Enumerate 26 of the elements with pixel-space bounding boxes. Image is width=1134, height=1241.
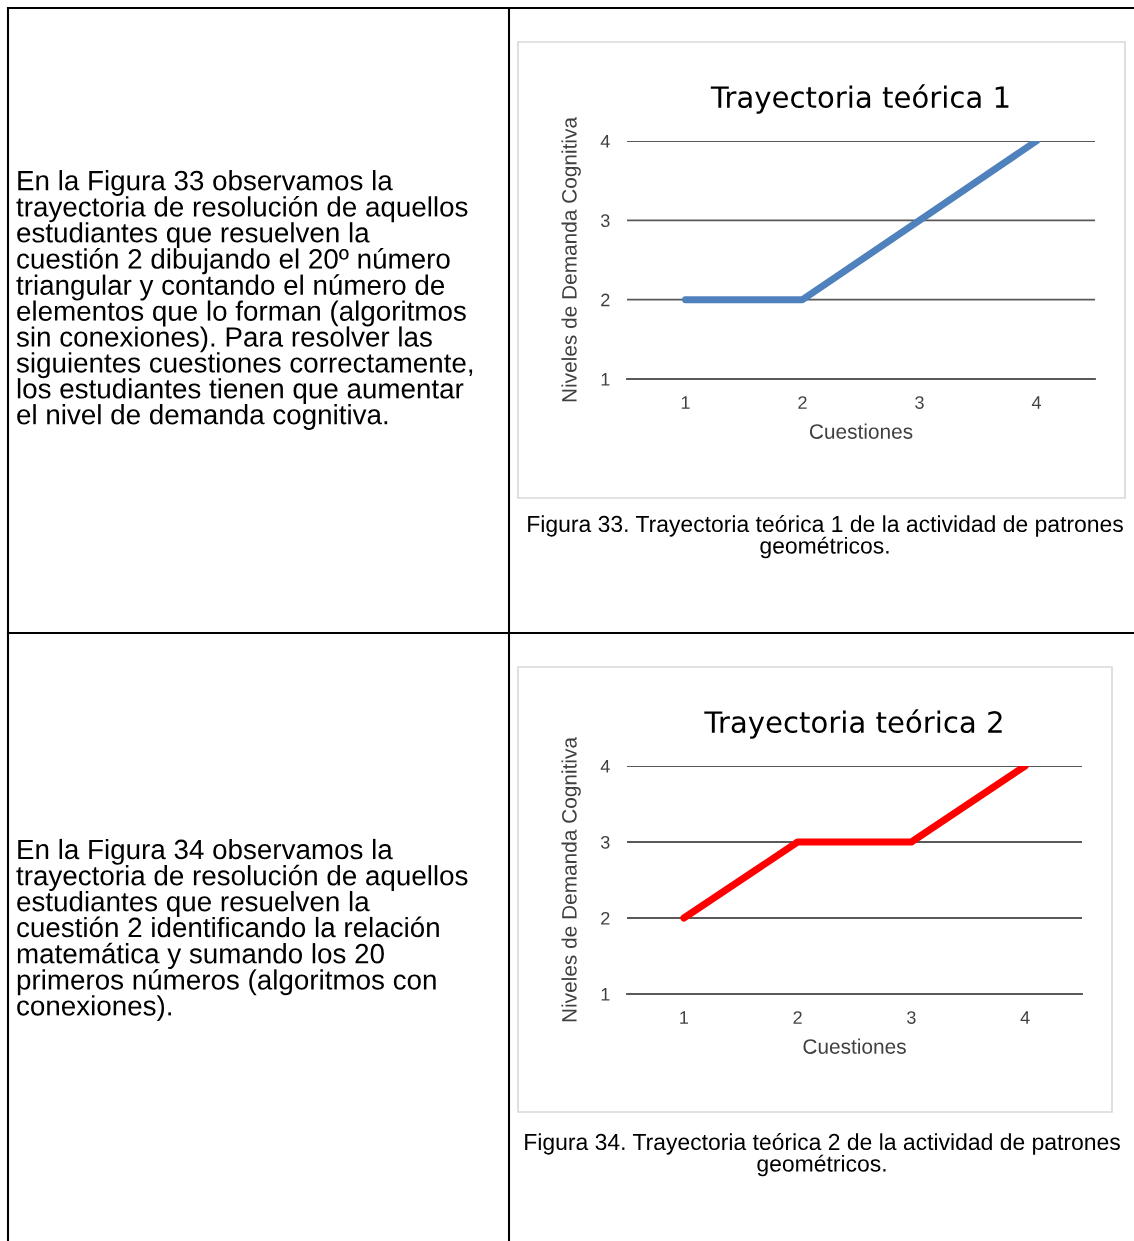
y-tick-label: 3	[600, 214, 610, 228]
y-tick-label: 2	[601, 911, 610, 925]
chart-title: Trayectoria teórica 1	[710, 84, 1009, 114]
y-tick-label: 3	[600, 835, 610, 849]
text: Figura 33. Trayectoria teórica 1 de la actividad de patrones geométricos.	[528, 515, 1123, 559]
text: En la Figura 34 observamos la trayectoria de resolución de aquellos estudiantes que resuelven la cuestión 2 identificando la relación matemática y sumando los 20 primeros números (algoritmos con conexiones).	[16, 838, 468, 1022]
chart-title: Trayectoria teórica 2	[704, 709, 1002, 739]
y-axis-title: Niveles de Demanda Cognitiva	[561, 116, 581, 402]
y-tick-label: 1	[601, 373, 610, 386]
y-tick-label: 1	[601, 988, 610, 1001]
x-axis-title: Cuestiones	[809, 423, 913, 439]
text: En la Figura 33 observamos la trayectoria de resolución de aquellos estudiantes que resuelven la cuestión 2 dibujando el 20º número triangular y contando el número de elementos que lo forman (algoritmos sin conexiones). Para resolver las siguientes cuestiones correctamente, los estudiantes tienen que aumentar el nivel de demanda cognitiva.	[16, 170, 473, 430]
x-tick-label: 2	[793, 1011, 802, 1024]
y-axis-title: Niveles de Demanda Cognitiva	[561, 736, 581, 1022]
x-tick-label: 4	[1020, 1011, 1030, 1024]
y-tick-label: 4	[600, 760, 610, 773]
x-tick-label: 2	[798, 396, 807, 409]
text: Figura 34. Trayectoria teórica 2 de la actividad de patrones geométricos.	[525, 1133, 1120, 1177]
x-tick-label: 3	[907, 1011, 916, 1024]
x-tick-label: 3	[915, 396, 924, 409]
x-axis-title: Cuestiones	[803, 1038, 906, 1054]
x-tick-label: 4	[1031, 396, 1041, 409]
y-tick-label: 4	[600, 135, 610, 148]
x-tick-label: 1	[681, 396, 690, 409]
x-tick-label: 1	[680, 1011, 689, 1024]
y-tick-label: 2	[601, 293, 610, 307]
